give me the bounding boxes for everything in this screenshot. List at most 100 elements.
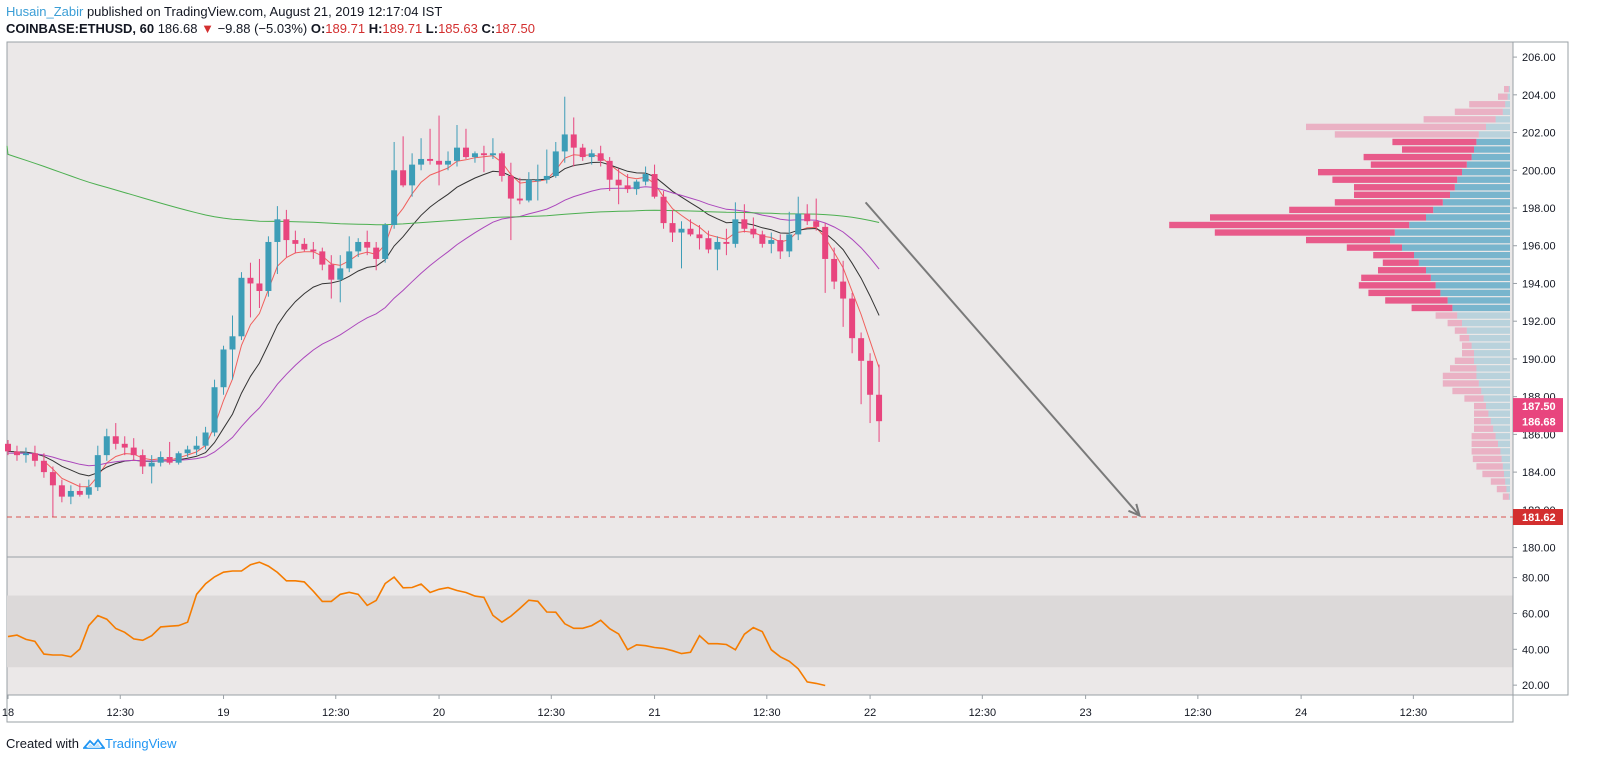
volume-profile-down-bar <box>1363 153 1472 161</box>
candle-body <box>112 436 119 444</box>
price-pane[interactable] <box>6 41 1514 558</box>
volume-profile-up-bar <box>1466 161 1510 168</box>
price-tick-label: 202.00 <box>1522 128 1556 140</box>
time-tick-label: 20 <box>433 707 445 719</box>
volume-profile-up-bar <box>1476 365 1510 372</box>
volume-profile-down-bar <box>1378 267 1426 274</box>
candle-body <box>85 487 92 495</box>
volume-profile-up-bar <box>1478 380 1510 387</box>
volume-profile <box>1169 85 1510 500</box>
candle-body <box>615 179 622 186</box>
volume-profile-up-bar <box>1506 485 1510 493</box>
candle-body <box>445 160 452 165</box>
created-with-text: Created with <box>6 736 79 751</box>
candle-body <box>94 455 101 488</box>
volume-profile-down-bar <box>1214 229 1395 236</box>
volume-profile-up-bar <box>1493 425 1510 432</box>
candle-body <box>436 160 443 165</box>
candle-body <box>31 453 38 461</box>
volume-profile-up-bar <box>1476 372 1510 380</box>
candle-body <box>570 134 577 148</box>
volume-profile-down-bar <box>1346 244 1402 251</box>
symbol-label[interactable]: COINBASE:ETHUSD, 60 <box>6 21 155 36</box>
volume-profile-up-bar <box>1508 85 1510 93</box>
high-value: 189.71 <box>382 21 423 36</box>
candle-body <box>130 447 137 456</box>
volume-profile-down-bar <box>1452 387 1482 395</box>
time-tick-label: 12:30 <box>106 707 134 719</box>
candle-body <box>328 264 335 280</box>
volume-profile-down-bar <box>1423 116 1496 123</box>
candle-body <box>256 283 263 292</box>
time-tick-label: 12:30 <box>969 707 997 719</box>
volume-profile-down-bar <box>1210 214 1426 221</box>
candle-body <box>750 228 757 235</box>
rsi-line <box>7 561 826 687</box>
volume-profile-up-bar <box>1502 463 1510 470</box>
volume-profile-up-bar <box>1505 478 1510 485</box>
time-tick-label: 21 <box>648 707 660 719</box>
volume-profile-up-bar <box>1471 342 1510 349</box>
candle-body <box>723 241 730 244</box>
trend-arrow[interactable] <box>864 201 1141 517</box>
high-label: H: <box>368 21 383 36</box>
volume-profile-down-bar <box>1373 251 1414 259</box>
volume-profile-up-bar <box>1488 410 1510 417</box>
time-tick-label: 24 <box>1295 707 1307 719</box>
candle-body <box>40 460 47 473</box>
tradingview-brand[interactable]: TradingView <box>82 736 177 751</box>
volume-profile-down-bar <box>1318 168 1462 176</box>
candle-body <box>678 228 685 233</box>
tradingview-brand-label: TradingView <box>104 736 177 751</box>
close-value: 187.50 <box>495 21 535 36</box>
time-axis[interactable] <box>6 694 1514 723</box>
rsi-tick-label: 20.00 <box>1522 680 1550 692</box>
volume-profile-up-bar <box>1486 123 1510 131</box>
volume-profile-up-bar <box>1508 493 1510 500</box>
candle-body <box>148 462 155 467</box>
volume-profile-down-bar <box>1474 418 1491 425</box>
rsi-tick-label: 40.00 <box>1522 644 1550 656</box>
author-link[interactable]: Husain_Zabir <box>6 4 84 19</box>
time-tick-label: 12:30 <box>322 707 350 719</box>
volume-profile-down-bar <box>1474 410 1489 417</box>
candle-body <box>588 153 595 158</box>
volume-profile-down-bar <box>1361 274 1431 281</box>
candle-body <box>391 170 398 225</box>
price-tick-label: 184.00 <box>1522 467 1556 479</box>
volume-profile-up-bar <box>1390 236 1510 244</box>
candle-body <box>831 258 838 282</box>
candle-body <box>795 213 802 235</box>
target-price-tag-label: 181.62 <box>1522 512 1556 524</box>
volume-profile-up-bar <box>1471 153 1510 161</box>
candle-body <box>310 249 317 252</box>
volume-profile-up-bar <box>1409 221 1510 229</box>
candle-body <box>705 238 712 250</box>
candle-body <box>489 153 496 156</box>
volume-profile-down-bar <box>1442 372 1477 380</box>
volume-profile-down-bar <box>1471 440 1498 447</box>
volume-profile-down-bar <box>1354 184 1455 191</box>
volume-profile-up-bar <box>1442 199 1510 206</box>
time-tick-label: 18 <box>2 707 14 719</box>
price-change: −9.88 (−5.03%) <box>217 21 308 36</box>
volume-profile-down-bar <box>1474 425 1494 432</box>
volume-profile-down-bar <box>1392 138 1477 146</box>
rsi-tick-label: 80.00 <box>1522 573 1550 585</box>
volume-profile-down-bar <box>1504 85 1509 93</box>
volume-profile-up-bar <box>1426 267 1510 274</box>
volume-profile-down-bar <box>1385 297 1448 304</box>
candle-body <box>5 443 11 452</box>
price-tick-label: 198.00 <box>1522 203 1556 215</box>
candle-body <box>867 360 874 395</box>
volume-profile-down-bar <box>1411 304 1453 312</box>
volume-profile-down-bar <box>1471 433 1496 440</box>
ema-fast-line <box>43 154 880 488</box>
price-tick-label: 194.00 <box>1522 278 1556 290</box>
price-axis[interactable] <box>1512 41 1569 696</box>
volume-profile-down-bar <box>1370 161 1467 168</box>
low-label: L: <box>425 21 439 36</box>
candle-body <box>534 179 541 182</box>
ma-long-line <box>6 145 880 226</box>
